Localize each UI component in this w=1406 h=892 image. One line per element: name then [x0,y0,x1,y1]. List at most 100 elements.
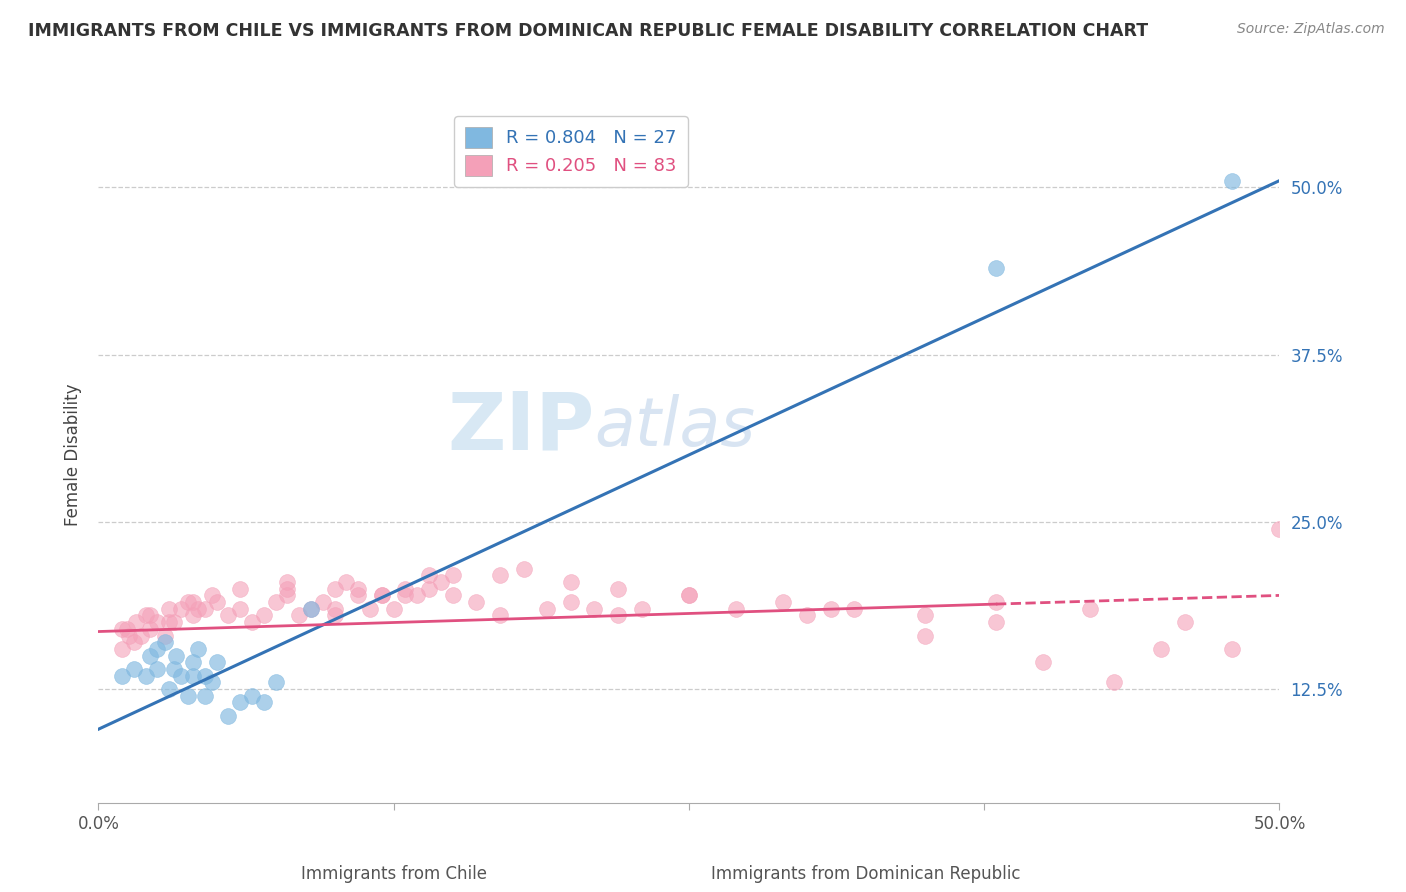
Point [299,602,322,616]
Point [139,608,162,623]
Point [194,689,217,703]
Point [394,582,416,596]
Point [165,648,187,663]
Point [1220,642,1243,657]
Point [465,595,488,609]
Point [157,602,180,616]
Point [583,602,606,616]
Point [129,628,152,642]
Point [512,562,534,576]
Point [630,602,652,616]
Point [217,708,239,723]
Point [288,608,311,623]
Point [1102,675,1125,690]
Point [163,615,186,630]
Point [240,615,263,630]
Point [240,689,263,703]
Point [678,589,700,603]
Text: IMMIGRANTS FROM CHILE VS IMMIGRANTS FROM DOMINICAN REPUBLIC FEMALE DISABILITY CO: IMMIGRANTS FROM CHILE VS IMMIGRANTS FROM… [28,22,1149,40]
Point [1032,655,1054,669]
Point [276,575,298,590]
Text: atlas: atlas [595,394,755,460]
Point [111,642,134,657]
Point [418,582,440,596]
Point [607,582,630,596]
Point [276,582,298,596]
Point [772,595,794,609]
Point [229,582,252,596]
Point [253,696,276,710]
Point [229,696,252,710]
Point [170,602,193,616]
Point [122,662,145,676]
Legend: R = 0.804   N = 27, R = 0.205   N = 83: R = 0.804 N = 27, R = 0.205 N = 83 [454,116,688,186]
Point [299,602,322,616]
Point [984,615,1007,630]
Point [1080,602,1102,616]
Point [984,595,1007,609]
Point [441,589,464,603]
Point [335,575,357,590]
Point [135,669,157,683]
Point [177,595,200,609]
Point [914,628,936,642]
Point [607,608,630,623]
Point [201,589,224,603]
Point [394,589,416,603]
Text: Immigrants from Dominican Republic: Immigrants from Dominican Republic [711,865,1021,883]
Point [276,589,298,603]
Point [170,669,193,683]
Point [146,642,169,657]
Point [347,589,370,603]
Point [139,622,162,636]
Point [163,662,186,676]
Point [264,675,287,690]
Point [253,608,276,623]
Point [914,608,936,623]
Point [359,602,381,616]
Point [153,628,176,642]
Point [201,675,224,690]
Point [181,595,204,609]
Point [205,655,228,669]
Point [323,608,346,623]
Point [489,608,512,623]
Text: Source: ZipAtlas.com: Source: ZipAtlas.com [1237,22,1385,37]
Text: ZIP: ZIP [447,388,595,467]
Point [229,602,252,616]
Point [441,568,464,582]
Y-axis label: Female Disability: Female Disability [65,384,83,526]
Point [187,642,209,657]
Point [560,575,582,590]
Point [323,582,346,596]
Point [146,662,169,676]
Point [181,669,204,683]
Point [1220,174,1243,188]
Point [205,595,228,609]
Point [111,622,134,636]
Point [217,608,239,623]
Point [139,648,162,663]
Point [118,628,141,642]
Point [146,615,169,630]
Text: Immigrants from Chile: Immigrants from Chile [301,865,486,883]
Point [115,622,138,636]
Point [125,615,148,630]
Point [312,595,335,609]
Point [111,669,134,683]
Point [181,655,204,669]
Point [430,575,453,590]
Point [536,602,558,616]
Point [406,589,429,603]
Point [177,689,200,703]
Point [181,608,204,623]
Point [725,602,748,616]
Point [371,589,394,603]
Point [264,595,287,609]
Point [347,582,370,596]
Point [418,568,440,582]
Point [1150,642,1173,657]
Point [1268,521,1291,535]
Point [323,602,346,616]
Point [796,608,818,623]
